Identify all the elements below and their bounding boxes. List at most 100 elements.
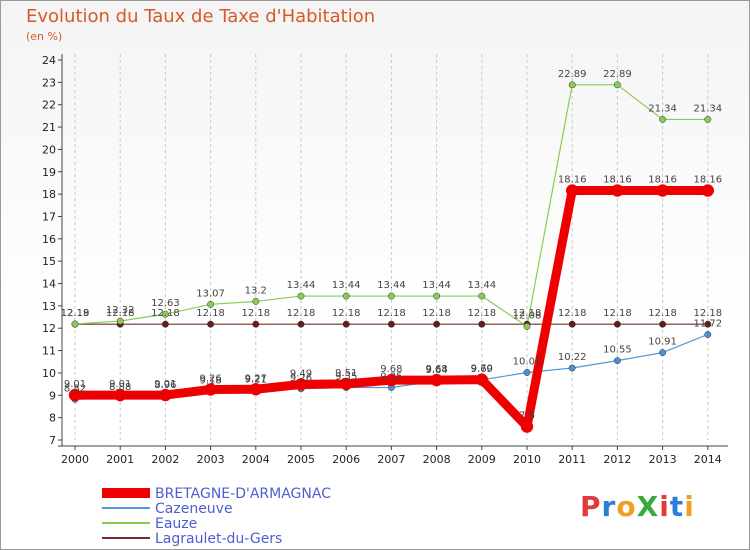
x-tick-label: 2013: [649, 453, 677, 466]
data-label: 10.02: [513, 356, 542, 367]
data-label: 9.35: [335, 371, 357, 382]
data-label: 10.55: [603, 345, 632, 356]
data-label: 9.49: [290, 368, 312, 379]
data-label: 12.18: [513, 308, 542, 319]
data-point: [565, 184, 579, 197]
data-label: 9.35: [380, 371, 402, 382]
data-label: 12.19: [61, 308, 90, 319]
data-label: 12.18: [603, 308, 632, 319]
data-label: 12.18: [467, 308, 496, 319]
data-label: 9.51: [335, 368, 357, 379]
proxiti-logo: ProXiti: [580, 490, 695, 523]
data-label: 13.44: [467, 280, 496, 291]
data-label: 18.16: [693, 175, 722, 186]
data-label: 9.70: [471, 364, 493, 375]
data-label: 8.88: [109, 382, 131, 393]
data-point: [252, 297, 260, 305]
data-label: 21.34: [648, 103, 677, 114]
logo-letter: P: [580, 490, 602, 523]
axes: 7 8 9 10 11 12 13 14 15 16 17 18 19 20 21 22 23 24 2000 200…: [42, 54, 728, 466]
data-label: 8.96: [154, 380, 176, 391]
y-tick-label: 8: [49, 412, 56, 425]
legend-label: BRETAGNE-D'ARMAGNAC: [155, 486, 331, 502]
data-label: 22.89: [603, 69, 632, 80]
data-point: [656, 184, 669, 197]
data-label: 9.01: [154, 379, 176, 390]
chart-subtitle: (en %): [26, 30, 63, 43]
data-point: [613, 81, 621, 89]
legend-label: Cazeneuve: [155, 501, 233, 517]
data-point: [297, 320, 305, 328]
x-tick-label: 2009: [468, 453, 496, 466]
data-point: [613, 320, 621, 328]
data-point: [294, 378, 308, 391]
data-label: 9.64: [425, 365, 447, 376]
data-label: 18.16: [558, 175, 587, 186]
data-point: [523, 369, 531, 376]
data-label: 12.18: [61, 308, 90, 319]
data-point: [342, 292, 350, 300]
data-label: 13.44: [377, 280, 406, 291]
data-label: 12.08: [513, 310, 542, 321]
chart-title: Evolution du Taux de Taxe d'Habitation: [26, 6, 376, 27]
data-point: [659, 349, 667, 357]
data-point: [611, 184, 624, 197]
x-tick-label: 2000: [61, 453, 89, 466]
legend: BRETAGNE-D'ARMAGNACCazeneuveEauzeLagraul…: [102, 486, 331, 547]
x-tick-label: 2002: [151, 453, 179, 466]
logo-letter: t: [669, 490, 685, 523]
data-point: [342, 320, 350, 328]
data-point: [113, 388, 127, 402]
data-point: [252, 320, 260, 328]
data-label: 9.18: [199, 375, 221, 386]
logo-letter: o: [616, 490, 637, 523]
data-point: [704, 116, 712, 123]
x-tick-label: 2001: [106, 453, 134, 466]
y-tick-label: 12: [42, 322, 56, 335]
data-point: [523, 322, 531, 330]
data-label: 9.27: [245, 373, 267, 384]
data-point: [430, 373, 443, 387]
data-point: [475, 373, 489, 386]
data-label: 12.63: [151, 298, 180, 309]
data-labels: 9.01 9.01 9.01 9.26 9.27 9.49 9.51 9.68 9.68 9.70…: [61, 69, 722, 422]
data-point: [387, 320, 395, 328]
data-point: [659, 320, 667, 328]
x-tick-label: 2008: [423, 453, 451, 466]
y-tick-label: 7: [49, 434, 56, 447]
data-label: 10.22: [558, 352, 587, 363]
data-point: [385, 373, 398, 387]
data-label: 9.68: [380, 364, 402, 375]
data-label: 8.82: [64, 383, 86, 394]
data-point: [68, 388, 82, 402]
x-tick-label: 2010: [513, 453, 541, 466]
data-point: [387, 292, 395, 300]
legend-label: Lagraulet-du-Gers: [155, 531, 282, 547]
data-point: [161, 310, 169, 318]
data-point: [704, 320, 712, 328]
series-markers: [68, 81, 715, 433]
data-point: [297, 292, 305, 300]
y-tick-label: 9: [49, 389, 56, 402]
data-label: 13.44: [332, 280, 361, 291]
data-label: 10.91: [648, 337, 677, 348]
data-point: [249, 383, 263, 396]
y-tick-label: 20: [42, 143, 56, 156]
data-label: 9.26: [199, 373, 221, 384]
data-label: 13.2: [245, 285, 267, 296]
x-tick-label: 2004: [242, 453, 270, 466]
data-point: [159, 388, 172, 402]
data-label: 9.26: [290, 373, 312, 384]
y-tick-label: 15: [42, 255, 56, 268]
data-label: 7.6: [519, 411, 535, 422]
legend-label: Eauze: [155, 516, 197, 532]
data-point: [204, 383, 217, 396]
x-tick-label: 2012: [603, 453, 631, 466]
data-point: [568, 81, 576, 89]
data-label: 9.21: [245, 375, 267, 386]
x-tick-label: 2011: [558, 453, 586, 466]
data-label: 12.18: [196, 308, 225, 319]
x-tick-label: 2006: [332, 453, 360, 466]
data-point: [568, 320, 576, 328]
